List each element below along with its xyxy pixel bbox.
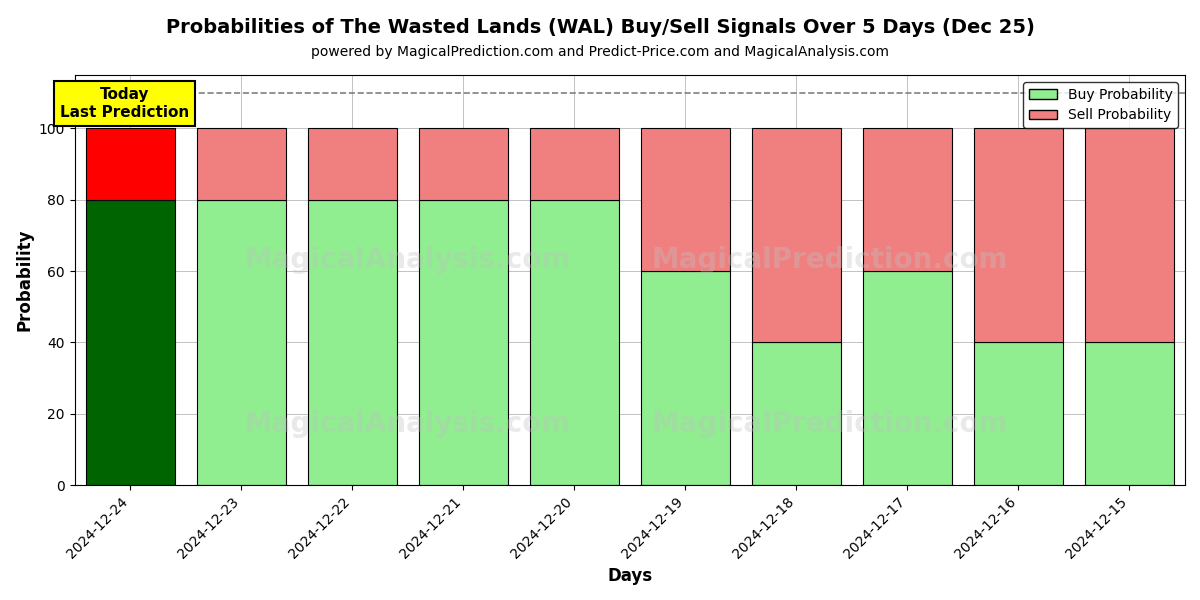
Bar — [85, 200, 174, 485]
Bar — [752, 343, 841, 485]
Bar — [530, 200, 619, 485]
X-axis label: Days: Days — [607, 567, 653, 585]
Text: MagicalPrediction.com: MagicalPrediction.com — [652, 410, 1008, 437]
Bar — [641, 271, 730, 485]
Bar — [1085, 343, 1174, 485]
Bar — [974, 128, 1063, 343]
Legend: Buy Probability, Sell Probability: Buy Probability, Sell Probability — [1024, 82, 1178, 128]
Bar — [863, 271, 952, 485]
Bar — [308, 200, 397, 485]
Bar — [974, 343, 1063, 485]
Bar — [641, 128, 730, 271]
Bar — [197, 128, 286, 200]
Text: MagicalAnalysis.com: MagicalAnalysis.com — [245, 410, 571, 437]
Text: MagicalAnalysis.com: MagicalAnalysis.com — [245, 245, 571, 274]
Bar — [85, 128, 174, 200]
Text: powered by MagicalPrediction.com and Predict-Price.com and MagicalAnalysis.com: powered by MagicalPrediction.com and Pre… — [311, 45, 889, 59]
Bar — [197, 200, 286, 485]
Bar — [1085, 128, 1174, 343]
Text: Today
Last Prediction: Today Last Prediction — [60, 88, 190, 120]
Bar — [530, 128, 619, 200]
Bar — [752, 128, 841, 343]
Text: Probabilities of The Wasted Lands (WAL) Buy/Sell Signals Over 5 Days (Dec 25): Probabilities of The Wasted Lands (WAL) … — [166, 18, 1034, 37]
Text: MagicalPrediction.com: MagicalPrediction.com — [652, 245, 1008, 274]
Y-axis label: Probability: Probability — [16, 229, 34, 331]
Bar — [419, 128, 508, 200]
Bar — [308, 128, 397, 200]
Bar — [863, 128, 952, 271]
Bar — [419, 200, 508, 485]
